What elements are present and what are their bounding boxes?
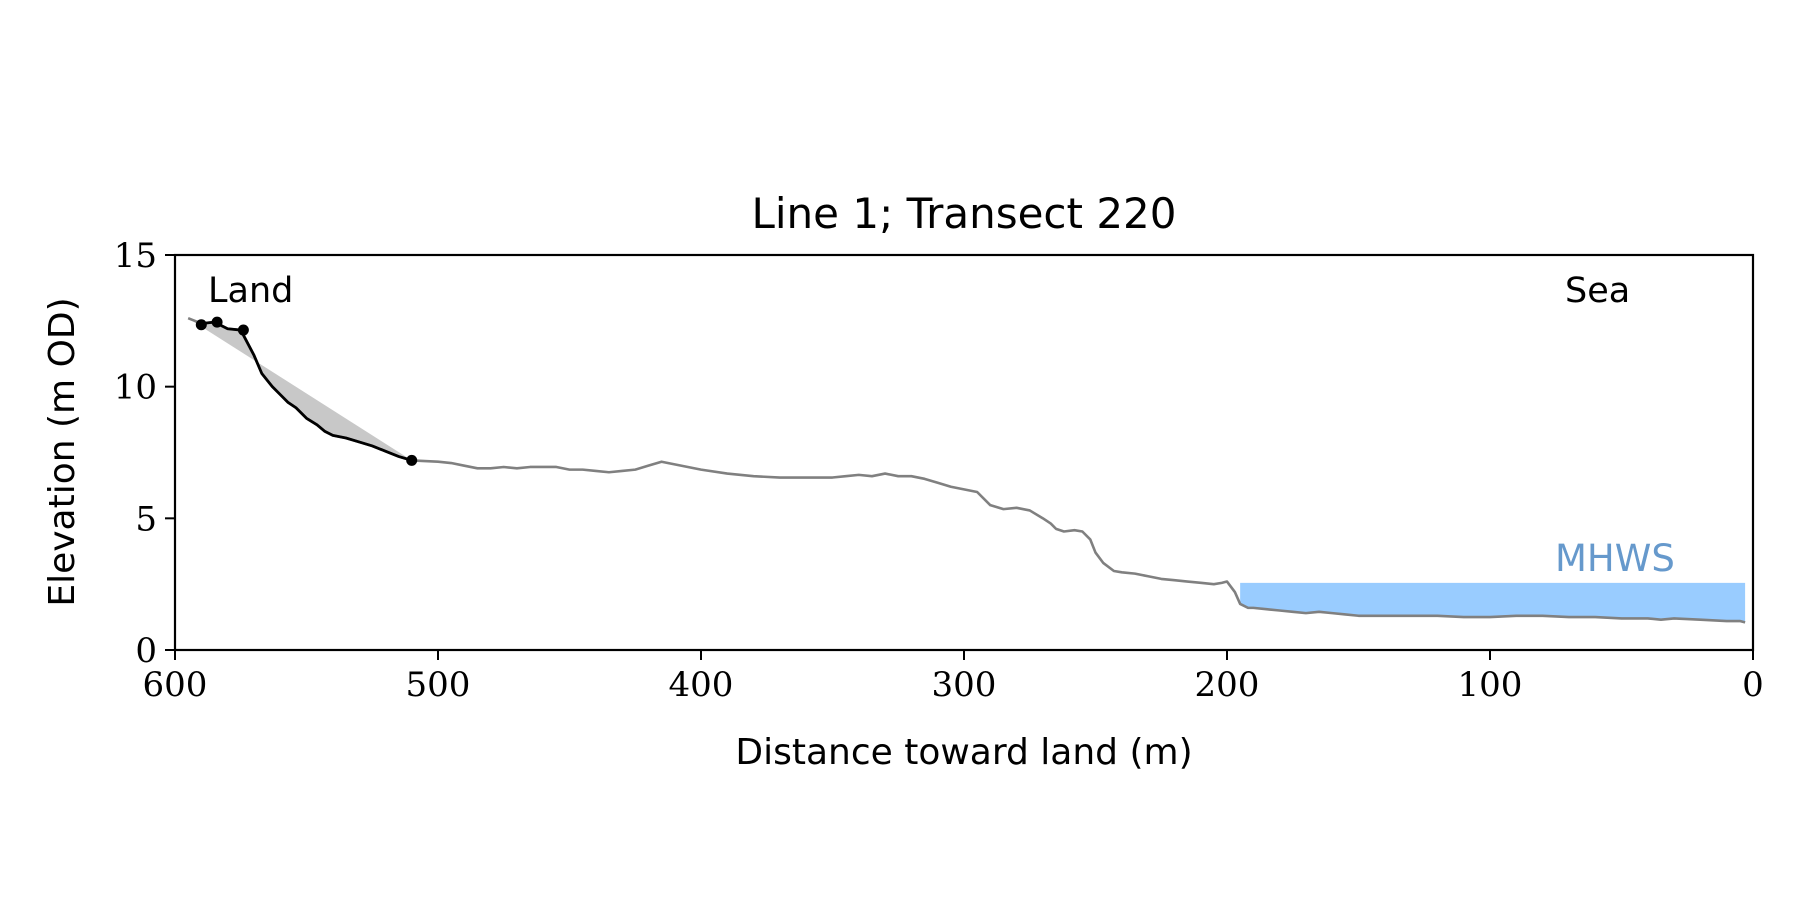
- sea-annotation: Sea: [1565, 271, 1630, 311]
- erosion-shade: [188, 318, 412, 461]
- x-tick-label: 500: [406, 665, 471, 705]
- land-annotation: Land: [208, 271, 293, 311]
- y-tick-label: 5: [135, 499, 157, 539]
- y-axis-label: Elevation (m OD): [42, 297, 83, 606]
- x-tick-label: 600: [143, 665, 208, 705]
- plot-area: [187, 316, 1746, 624]
- y-tick-label: 15: [114, 236, 157, 276]
- x-tick-label: 300: [932, 665, 997, 705]
- cliff-marker: [195, 319, 207, 331]
- chart-title: Line 1; Transect 220: [751, 189, 1176, 238]
- x-axis-label: Distance toward land (m): [735, 732, 1192, 773]
- cliff-marker: [211, 316, 223, 328]
- mhws-fill: [1240, 582, 1746, 623]
- y-tick-label: 10: [114, 368, 157, 408]
- x-tick-label: 400: [669, 665, 734, 705]
- x-tick-label: 200: [1195, 665, 1260, 705]
- cliff-marker: [237, 324, 249, 336]
- cliff-marker: [406, 454, 418, 466]
- x-tick-label: 0: [1742, 665, 1764, 705]
- axis-ticks: 600 500 400 300 200 100 0 0 5 10 15: [114, 236, 1764, 705]
- y-tick-label: 0: [135, 631, 157, 671]
- mhws-label: MHWS: [1555, 537, 1675, 580]
- x-tick-label: 100: [1458, 665, 1523, 705]
